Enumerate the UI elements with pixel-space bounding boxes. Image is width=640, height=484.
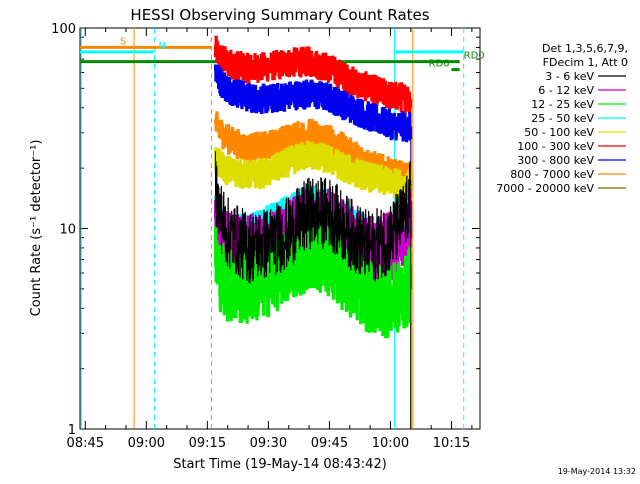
- footer-date: 19-May-2014 13:32: [558, 467, 636, 476]
- y-axis-label: Count Rate (s⁻¹ detector⁻¹): [29, 140, 44, 317]
- legend-label: 7000 - 20000 keV: [496, 182, 594, 195]
- legend-label: 100 - 300 keV: [517, 140, 594, 153]
- chart-title: HESSI Observing Summary Count Rates: [130, 6, 429, 24]
- x-tick-label: 09:45: [311, 436, 348, 451]
- x-tick-label: 09:30: [250, 436, 287, 451]
- x-tick-label: 09:15: [189, 436, 226, 451]
- series-trace: [215, 151, 412, 284]
- flag-label: RD6: [429, 59, 450, 70]
- legend-label: 3 - 6 keV: [545, 70, 594, 83]
- y-tick-label: 1: [68, 423, 76, 438]
- x-tick-label: 08:45: [67, 436, 104, 451]
- legend-label: 800 - 7000 keV: [510, 168, 594, 181]
- flag-label: N: [158, 41, 165, 52]
- series-trace: [214, 35, 413, 114]
- flag-label: S: [120, 36, 126, 47]
- y-tick-label: 10: [59, 223, 76, 238]
- x-tick-label: 10:00: [372, 436, 409, 451]
- x-tick-label: 09:00: [128, 436, 165, 451]
- plot-elements: 1 10 100 08:45 09:00 09:15 09:30 09:45 10:00 10:1…: [51, 22, 484, 451]
- x-axis-label: Start Time (19-May-14 08:43:42): [173, 457, 387, 472]
- y-tick-label: 100: [51, 22, 76, 37]
- x-tick-label: 10:15: [433, 436, 470, 451]
- legend-label: 6 - 12 keV: [538, 84, 594, 97]
- legend-label: 50 - 100 keV: [524, 126, 594, 139]
- legend-label: 12 - 25 keV: [531, 98, 594, 111]
- flag-label: RD0: [464, 51, 485, 62]
- legend-header-line-1: Det 1,3,5,6,7,9,: [542, 42, 628, 55]
- series-trace: [214, 64, 413, 143]
- series-trace: [214, 140, 413, 201]
- legend-label: 300 - 800 keV: [517, 154, 594, 167]
- legend-label: 25 - 50 keV: [531, 112, 594, 125]
- legend-header-line-2: FDecim 1, Att 0: [543, 56, 628, 69]
